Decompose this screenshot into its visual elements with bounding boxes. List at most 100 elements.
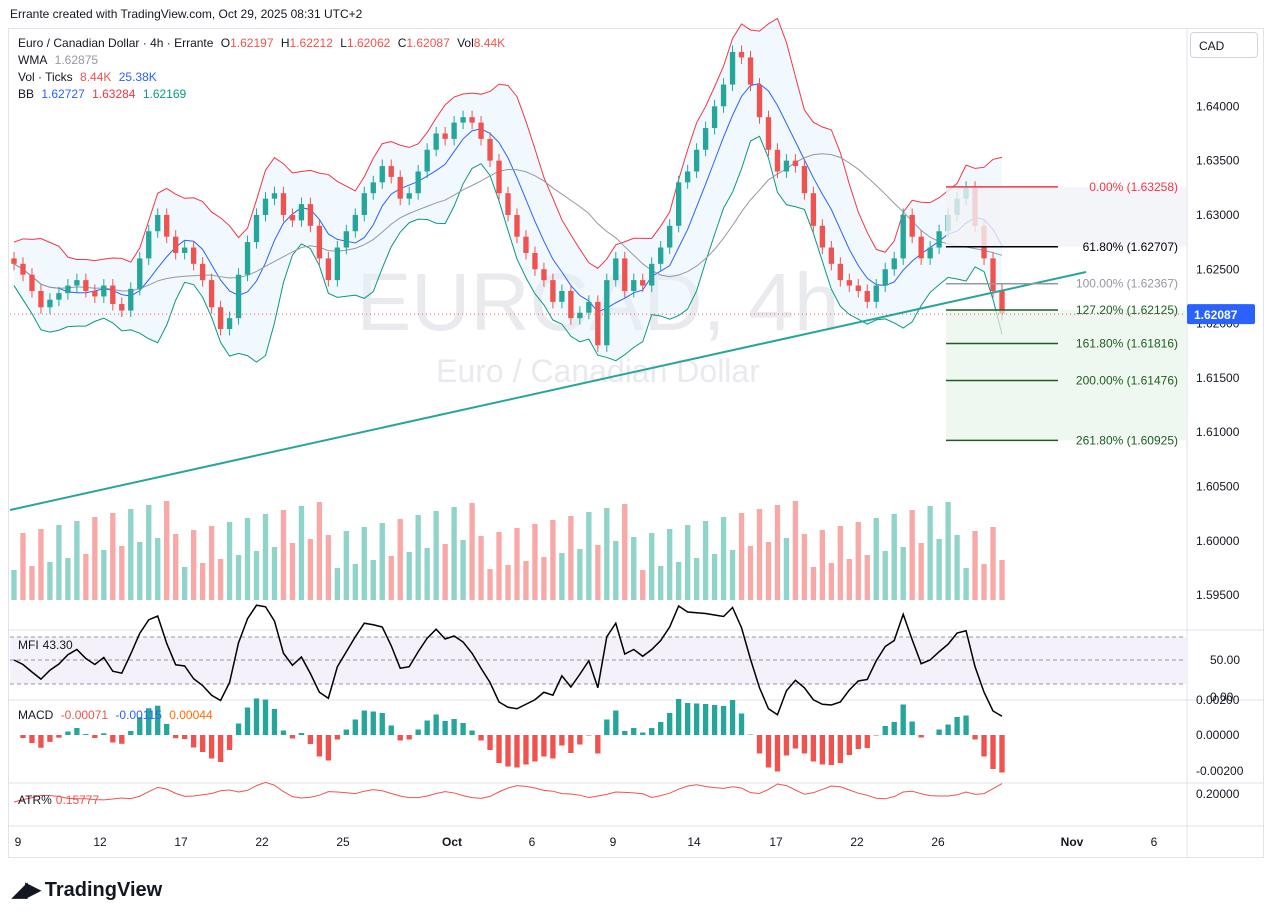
legend-high: 1.62212: [289, 36, 333, 50]
candle-body: [208, 280, 215, 308]
volume-bar: [29, 566, 35, 600]
macd-histogram-bar: [559, 735, 565, 746]
macd-histogram-bar: [181, 735, 188, 739]
candle-body: [128, 288, 134, 311]
macd-histogram-bar: [532, 735, 538, 762]
fib-level-label: 161.80% (1.61816): [1076, 337, 1178, 351]
volume-bar: [271, 547, 278, 600]
candle-body: [532, 252, 538, 270]
volume-bar: [819, 530, 826, 600]
macd-histogram-bar: [361, 710, 367, 735]
current-price-tag: [1187, 304, 1255, 325]
candle-body: [262, 198, 269, 215]
volume-bar: [747, 546, 754, 600]
chart-frame[interactable]: [8, 28, 1264, 858]
mfi-legend[interactable]: MFI 43.30: [18, 638, 73, 652]
macd-histogram-bar: [900, 704, 906, 735]
macd-legend[interactable]: MACD -0.00071 -0.00115 0.00044: [18, 708, 213, 722]
candle-body: [702, 128, 709, 150]
candle-body: [514, 214, 520, 237]
candle-body: [882, 269, 888, 286]
macd-histogram-bar: [909, 721, 915, 735]
volume-bar: [846, 559, 852, 600]
volume-bar: [532, 524, 538, 600]
candle-body: [397, 176, 403, 199]
volume-bar: [20, 533, 26, 600]
volume-bar: [235, 555, 242, 600]
volume-bar: [550, 520, 556, 600]
candle-body: [738, 52, 745, 58]
volume-bar: [738, 513, 745, 600]
candle-body: [11, 258, 17, 264]
candle-body: [235, 274, 242, 319]
macd-histogram-bar: [999, 735, 1005, 773]
candle-body: [307, 204, 314, 226]
macd-histogram-bar: [631, 728, 637, 735]
atr-legend[interactable]: ATR% 0.15777: [18, 793, 100, 807]
candle-body: [119, 304, 125, 311]
macd-histogram-bar: [469, 730, 475, 735]
macd-histogram-bar: [649, 728, 655, 735]
legend-vol-ticks[interactable]: Vol · Ticks 8.44K 25.38K: [18, 70, 157, 84]
macd-histogram-bar: [29, 735, 35, 743]
macd-histogram-bar: [280, 730, 287, 735]
tradingview-brand[interactable]: ◢▶ TradingView: [12, 879, 163, 901]
macd-histogram-bar: [667, 713, 673, 735]
candle-body: [164, 214, 170, 237]
candle-body: [487, 138, 493, 161]
volume-bar: [361, 527, 367, 600]
macd-histogram-bar: [442, 721, 448, 735]
volume-bar: [343, 531, 349, 600]
macd-histogram-bar: [343, 729, 349, 735]
candle-body: [496, 160, 502, 194]
legend-wma[interactable]: WMA 1.62875: [18, 53, 99, 67]
time-axis-label: 25: [336, 835, 350, 849]
macd-histogram-bar: [226, 735, 233, 750]
candle-body: [343, 231, 349, 248]
volume-bar: [720, 517, 727, 600]
volume-bar: [56, 525, 62, 600]
volume-bar: [101, 550, 107, 600]
volume-bar: [963, 568, 969, 600]
macd-histogram-bar: [595, 735, 601, 754]
candle-body: [541, 269, 547, 281]
time-axis-label: 17: [174, 835, 188, 849]
volume-bar: [873, 518, 879, 600]
candle-body: [729, 52, 736, 85]
candle-body: [469, 117, 475, 123]
fib-zone-top: [946, 186, 1186, 247]
legend-wma-value: 1.62875: [54, 53, 99, 67]
candle-body: [586, 301, 592, 313]
export-header-note: Errante created with TradingView.com, Oc…: [10, 7, 363, 21]
price-tick-label: 1.64000: [1196, 99, 1240, 113]
candle-body: [720, 84, 727, 107]
macd-histogram-bar: [253, 698, 260, 735]
legend-bb[interactable]: BB 1.62727 1.63284 1.62169: [18, 87, 187, 101]
volume-bar: [693, 558, 700, 600]
macd-histogram-bar: [433, 714, 439, 735]
volume-bar: [173, 534, 179, 600]
volume-bar: [918, 543, 924, 600]
currency-button[interactable]: CAD: [1190, 32, 1258, 58]
macd-histogram-bar: [541, 735, 547, 757]
volume-bar: [65, 558, 71, 600]
macd-histogram-bar: [711, 705, 718, 735]
macd-histogram-bar: [801, 735, 808, 754]
macd-histogram-bar: [424, 720, 430, 735]
time-axis-label: 9: [15, 835, 22, 849]
candle-body: [334, 247, 341, 281]
macd-histogram-bar: [217, 735, 224, 762]
volume-bar: [981, 564, 987, 600]
volume-bar: [137, 542, 143, 600]
candle-body: [190, 247, 197, 264]
volume-bar: [397, 519, 403, 600]
candle-body: [316, 225, 323, 259]
fib-level-label: 127.20% (1.62125): [1076, 303, 1178, 317]
volume-bar: [855, 522, 861, 600]
price-tick-label: 1.62500: [1196, 262, 1240, 276]
volume-bar: [649, 533, 655, 600]
candle-body: [810, 193, 817, 226]
macd-histogram-bar: [334, 735, 341, 740]
volume-bar: [568, 516, 574, 600]
